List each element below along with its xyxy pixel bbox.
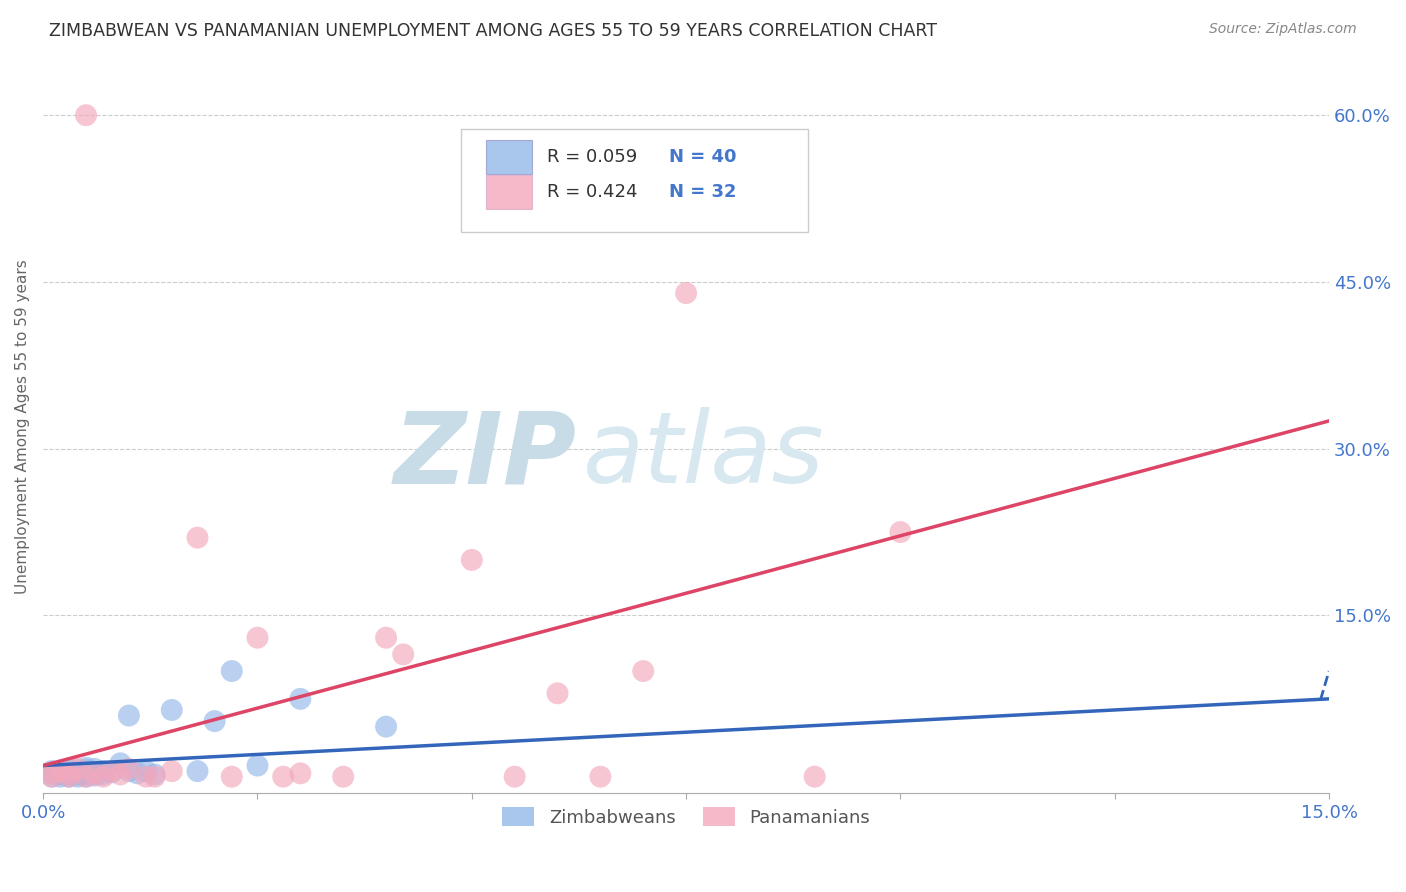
Point <box>118 762 141 776</box>
Point <box>75 767 97 781</box>
Point <box>58 764 80 778</box>
Point <box>66 767 89 781</box>
Point <box>127 766 149 780</box>
Point <box>83 767 105 781</box>
Text: R = 0.424: R = 0.424 <box>547 183 638 201</box>
Point <box>58 770 80 784</box>
Point <box>186 764 208 778</box>
Point <box>58 766 80 780</box>
Point <box>160 764 183 778</box>
Point <box>75 108 97 122</box>
Point <box>246 758 269 772</box>
Point <box>66 762 89 776</box>
Point <box>75 761 97 775</box>
Point <box>49 764 72 778</box>
Point <box>83 766 105 780</box>
Point <box>290 766 312 780</box>
Point <box>461 553 484 567</box>
Point <box>143 767 166 781</box>
Point <box>889 525 911 540</box>
Point <box>135 764 157 778</box>
Point <box>83 762 105 776</box>
Text: ZIP: ZIP <box>394 408 576 504</box>
Point <box>100 765 122 780</box>
Point <box>392 648 415 662</box>
FancyBboxPatch shape <box>485 140 531 174</box>
Point <box>143 770 166 784</box>
Point <box>186 531 208 545</box>
Text: R = 0.059: R = 0.059 <box>547 148 637 166</box>
Point <box>547 686 569 700</box>
Point <box>41 766 63 780</box>
Point <box>246 631 269 645</box>
Point <box>75 770 97 784</box>
Point <box>91 770 114 784</box>
Point <box>49 766 72 780</box>
Text: Source: ZipAtlas.com: Source: ZipAtlas.com <box>1209 22 1357 37</box>
Point <box>803 770 825 784</box>
Point <box>91 767 114 781</box>
Point <box>41 770 63 784</box>
Legend: Zimbabweans, Panamanians: Zimbabweans, Panamanians <box>494 798 879 836</box>
Point <box>58 766 80 780</box>
Y-axis label: Unemployment Among Ages 55 to 59 years: Unemployment Among Ages 55 to 59 years <box>15 259 30 594</box>
Point <box>41 766 63 780</box>
Point <box>41 770 63 784</box>
Text: atlas: atlas <box>583 408 825 504</box>
Point <box>100 764 122 778</box>
Text: N = 32: N = 32 <box>669 183 737 201</box>
Point <box>58 770 80 784</box>
Point <box>66 770 89 784</box>
Point <box>110 767 132 781</box>
Point <box>49 767 72 781</box>
Point <box>290 691 312 706</box>
Point <box>118 708 141 723</box>
Point <box>503 770 526 784</box>
Point <box>49 770 72 784</box>
Point <box>66 763 89 777</box>
FancyBboxPatch shape <box>485 175 531 209</box>
FancyBboxPatch shape <box>461 129 808 232</box>
Point <box>41 764 63 778</box>
Point <box>675 286 697 301</box>
Point <box>91 764 114 778</box>
Text: N = 40: N = 40 <box>669 148 737 166</box>
Point <box>221 770 243 784</box>
Point <box>118 764 141 778</box>
Point <box>160 703 183 717</box>
Point <box>631 664 654 678</box>
Point <box>49 764 72 778</box>
Text: ZIMBABWEAN VS PANAMANIAN UNEMPLOYMENT AMONG AGES 55 TO 59 YEARS CORRELATION CHAR: ZIMBABWEAN VS PANAMANIAN UNEMPLOYMENT AM… <box>49 22 938 40</box>
Point <box>75 763 97 777</box>
Point <box>83 768 105 782</box>
Point <box>58 768 80 782</box>
Point <box>110 756 132 771</box>
Point <box>75 765 97 780</box>
Point <box>58 762 80 776</box>
Point <box>135 770 157 784</box>
Point <box>66 765 89 780</box>
Point <box>589 770 612 784</box>
Point <box>75 770 97 784</box>
Point <box>375 720 398 734</box>
Point <box>204 714 226 728</box>
Point <box>271 770 294 784</box>
Point <box>221 664 243 678</box>
Point <box>332 770 354 784</box>
Point <box>375 631 398 645</box>
